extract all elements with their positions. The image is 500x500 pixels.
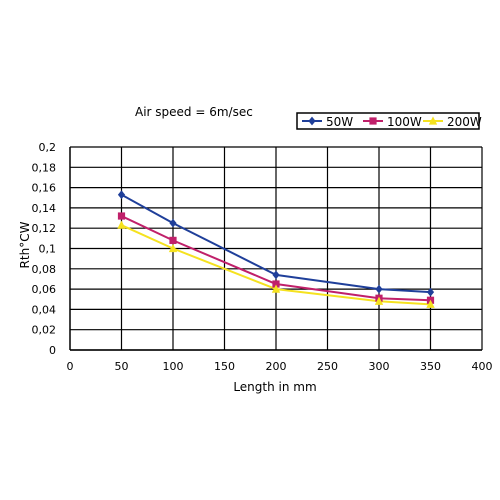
x-tick-label: 150 (214, 360, 235, 373)
data-point-100w (169, 236, 177, 244)
x-tick-label: 0 (67, 360, 74, 373)
data-point-200w (374, 296, 384, 305)
data-point-50w (272, 270, 280, 280)
legend-label-200w: 200W (447, 115, 482, 129)
y-tick-label: 0,12 (32, 222, 57, 235)
y-tick-label: 0 (49, 344, 56, 357)
y-tick-labels: 0 0,02 0,04 0,06 0,08 0,1 0,12 0,14 0,16 0,18 0,2 (32, 141, 57, 357)
series-markers (117, 190, 435, 308)
x-tick-label: 400 (472, 360, 493, 373)
x-tick-label: 50 (115, 360, 129, 373)
legend-box (296, 112, 480, 130)
data-point-200w (168, 243, 178, 253)
y-tick-label: 0,04 (32, 303, 57, 316)
y-axis-label: Rth°CW (18, 221, 32, 268)
x-tick-label: 300 (369, 360, 390, 373)
y-tick-label: 0,06 (32, 283, 57, 296)
x-tick-label: 200 (266, 360, 287, 373)
x-tick-labels: 0 50 100 150 200 250 300 350 400 (67, 360, 493, 373)
y-tick-label: 0,18 (32, 161, 57, 174)
y-tick-label: 0,2 (39, 141, 57, 154)
data-point-200w (117, 220, 126, 229)
plot-axes (69, 147, 482, 351)
data-point-50w (117, 190, 126, 200)
data-point-50w (375, 284, 383, 294)
x-tick-label: 250 (317, 360, 338, 373)
y-tick-label: 0,1 (39, 243, 57, 256)
y-tick-label: 0,02 (32, 324, 57, 337)
chart-annotation: Air speed = 6m/sec (135, 105, 253, 119)
x-axis-label: Length in mm (233, 380, 316, 394)
y-tick-label: 0,14 (32, 202, 57, 215)
legend: 50W 100W 200W (296, 112, 482, 130)
legend-marker-200w (428, 116, 438, 125)
legend-label-50w: 50W (326, 115, 353, 129)
y-tick-label: 0,08 (32, 263, 57, 276)
x-tick-label: 350 (420, 360, 441, 373)
data-point-100w (272, 280, 280, 288)
legend-marker-50w (308, 116, 316, 126)
x-tick-label: 100 (163, 360, 184, 373)
data-point-100w (117, 212, 126, 220)
y-tick-label: 0,16 (32, 182, 57, 195)
data-point-50w (169, 218, 177, 228)
legend-marker-100w (369, 117, 377, 125)
data-point-200w (271, 284, 281, 293)
legend-label-100w: 100W (387, 115, 422, 129)
data-point-200w (426, 299, 435, 308)
data-point-50w (426, 287, 435, 297)
plot-grid (70, 146, 483, 351)
